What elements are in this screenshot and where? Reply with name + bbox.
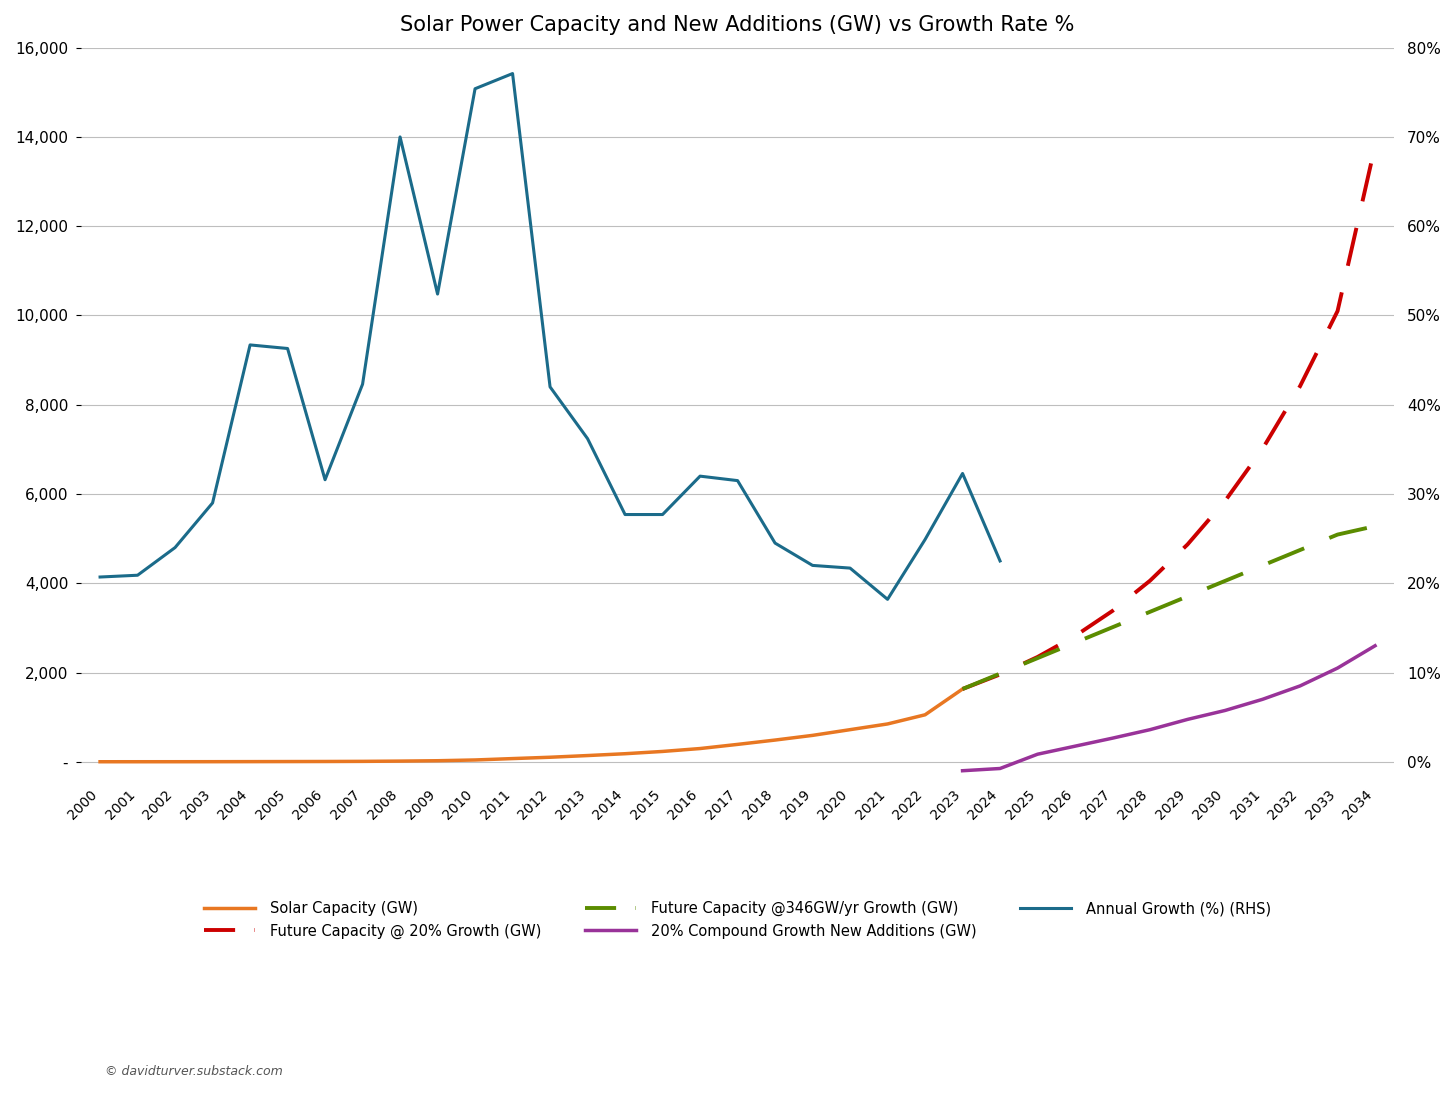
- Legend: Solar Capacity (GW), Future Capacity @ 20% Growth (GW), Future Capacity @346GW/y: Solar Capacity (GW), Future Capacity @ 2…: [198, 896, 1277, 944]
- Text: © davidturver.substack.com: © davidturver.substack.com: [105, 1065, 282, 1079]
- Title: Solar Power Capacity and New Additions (GW) vs Growth Rate %: Solar Power Capacity and New Additions (…: [400, 15, 1075, 35]
